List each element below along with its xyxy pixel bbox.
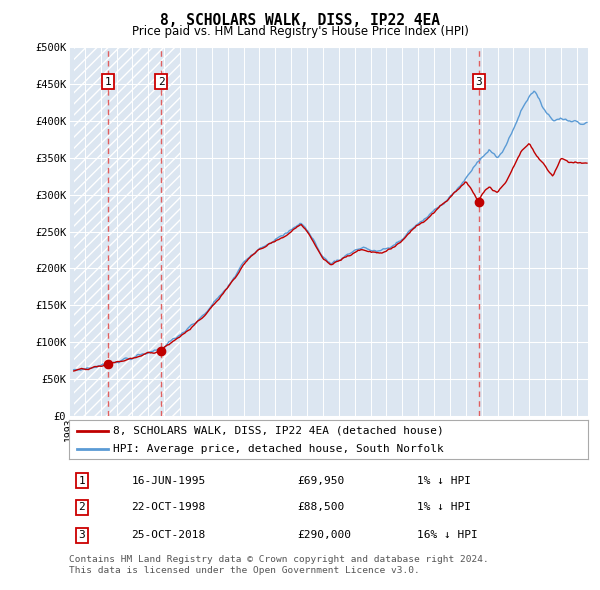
Text: 25-OCT-2018: 25-OCT-2018: [131, 530, 206, 540]
Text: HPI: Average price, detached house, South Norfolk: HPI: Average price, detached house, Sout…: [113, 444, 444, 454]
Text: 3: 3: [79, 530, 85, 540]
Text: 8, SCHOLARS WALK, DISS, IP22 4EA (detached house): 8, SCHOLARS WALK, DISS, IP22 4EA (detach…: [113, 425, 444, 435]
Text: 22-OCT-1998: 22-OCT-1998: [131, 503, 206, 513]
Text: This data is licensed under the Open Government Licence v3.0.: This data is licensed under the Open Gov…: [69, 566, 420, 575]
Text: Price paid vs. HM Land Registry's House Price Index (HPI): Price paid vs. HM Land Registry's House …: [131, 25, 469, 38]
Text: £69,950: £69,950: [298, 476, 344, 486]
Text: 1: 1: [104, 77, 112, 87]
Text: £290,000: £290,000: [298, 530, 352, 540]
Text: Contains HM Land Registry data © Crown copyright and database right 2024.: Contains HM Land Registry data © Crown c…: [69, 555, 489, 563]
Text: 2: 2: [79, 503, 85, 513]
Text: 16-JUN-1995: 16-JUN-1995: [131, 476, 206, 486]
Bar: [74, 47, 180, 416]
Text: 8, SCHOLARS WALK, DISS, IP22 4EA: 8, SCHOLARS WALK, DISS, IP22 4EA: [160, 13, 440, 28]
Text: 2: 2: [158, 77, 164, 87]
Text: 1% ↓ HPI: 1% ↓ HPI: [417, 476, 471, 486]
Text: £88,500: £88,500: [298, 503, 344, 513]
Text: 16% ↓ HPI: 16% ↓ HPI: [417, 530, 478, 540]
Text: 1: 1: [79, 476, 85, 486]
Text: 3: 3: [475, 77, 482, 87]
Text: 1% ↓ HPI: 1% ↓ HPI: [417, 503, 471, 513]
